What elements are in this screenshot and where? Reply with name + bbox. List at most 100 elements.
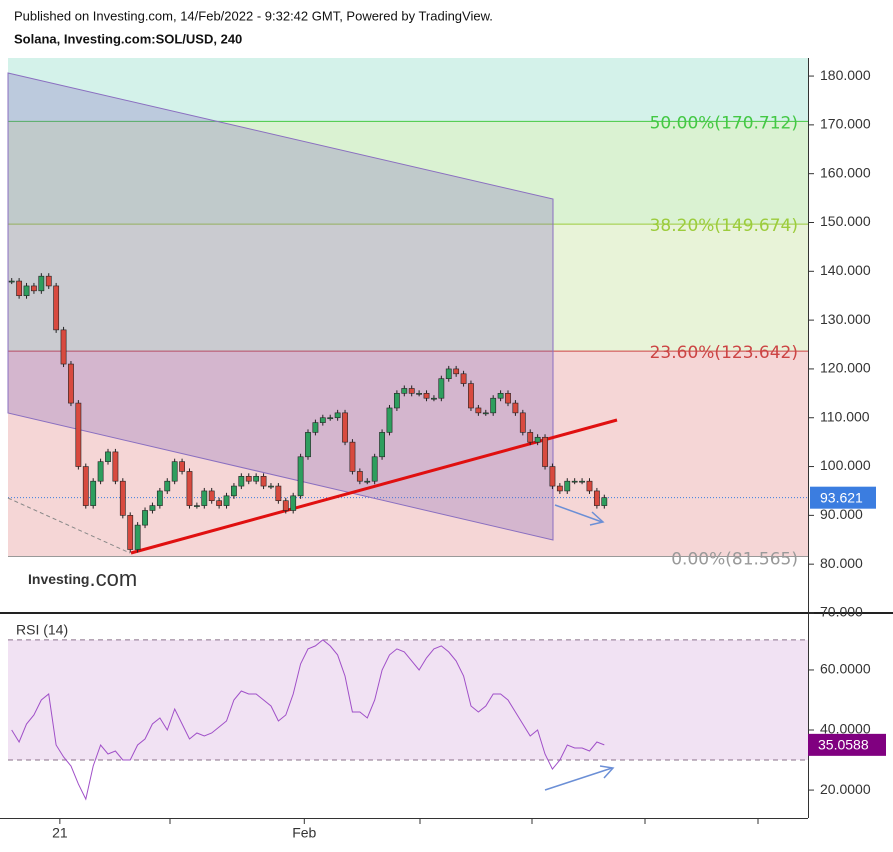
y-tick-label: 70.000 [820, 604, 863, 620]
axes: 0.00%(81.565) 23.60%(123.642) 38.20%(149.6… [52, 67, 886, 841]
candle [112, 451, 119, 482]
y-tick-label: 150.000 [820, 213, 871, 229]
candle [601, 497, 608, 506]
candle [334, 412, 341, 419]
candles [8, 273, 608, 553]
candle [416, 393, 423, 395]
candle [245, 476, 252, 482]
candle [386, 407, 393, 433]
candle [68, 363, 74, 404]
candle [408, 388, 415, 394]
candle [519, 412, 526, 433]
candle [371, 456, 378, 482]
y-tick-label: 100.000 [820, 457, 871, 473]
candle [512, 402, 519, 414]
candle [179, 461, 185, 472]
candle [75, 402, 82, 467]
candle [142, 510, 148, 526]
candle [171, 461, 178, 482]
candle [193, 505, 200, 507]
candle [475, 407, 482, 414]
candle [356, 471, 363, 482]
candle [268, 485, 274, 488]
candle [201, 490, 208, 506]
fib-zone [8, 224, 808, 352]
candle [460, 373, 467, 384]
logo: Investing.com [28, 566, 137, 591]
dashed-line [7, 497, 131, 554]
candle [53, 285, 60, 331]
arrow [544, 504, 615, 791]
candle [586, 480, 593, 492]
channel [7, 72, 554, 541]
candle [542, 436, 548, 467]
rsi-title: RSI (14) [16, 622, 68, 638]
candle [571, 480, 578, 483]
y-tick-label: 180.000 [820, 67, 871, 83]
candle [105, 451, 111, 462]
candle [379, 432, 385, 458]
candle [127, 515, 134, 550]
candle [149, 505, 156, 511]
candle [156, 490, 163, 506]
candle [401, 388, 408, 394]
candle [327, 417, 334, 420]
candle [445, 368, 452, 379]
candle [593, 490, 600, 506]
candle [290, 495, 297, 511]
y-tick-label: 20.0000 [820, 781, 871, 797]
candle [364, 480, 371, 483]
y-tick-label: 140.000 [820, 262, 871, 278]
price-panel [8, 120, 808, 558]
candle [490, 397, 497, 414]
candle [468, 383, 474, 409]
y-tick-label: 60.0000 [820, 661, 871, 677]
y-tick-label: 130.000 [820, 311, 871, 327]
candle [423, 393, 430, 399]
candle [297, 456, 304, 497]
candle [238, 476, 245, 487]
candle [282, 500, 289, 511]
fib-label: 38.20%(149.674) [650, 216, 798, 236]
candle [275, 485, 282, 502]
fib-zone [8, 121, 808, 225]
last-price-label: 93.621 [820, 489, 863, 505]
candle [223, 495, 230, 506]
candle [216, 500, 223, 506]
candle [305, 432, 311, 458]
candle [164, 480, 171, 492]
candle [16, 280, 23, 297]
candle [119, 480, 126, 516]
published-note: Published on Investing.com, 14/Feb/2022 … [14, 8, 493, 23]
x-tick [169, 818, 759, 824]
candle [231, 485, 237, 497]
candle [556, 485, 563, 492]
candle [534, 436, 541, 443]
candle [82, 466, 89, 506]
candle [38, 275, 45, 292]
rsi-band [8, 639, 808, 761]
y-tick-label: 80.000 [820, 555, 863, 571]
last-rsi-label: 35.0588 [818, 737, 869, 753]
candle [497, 393, 504, 399]
candle [431, 397, 437, 400]
rsi-panel: RSI (14) [8, 622, 808, 801]
fib-zone [8, 58, 808, 122]
y-tick-label: 110.000 [820, 408, 870, 424]
candle [482, 412, 489, 415]
candle [253, 476, 260, 482]
candle [90, 480, 97, 506]
symbol-title: Solana, Investing.com:SOL/USD, 240 [14, 31, 242, 46]
fib-label: 23.60%(123.642) [650, 343, 798, 363]
y-tick-label: 40.0000 [820, 721, 871, 737]
candle [453, 368, 460, 375]
candle [97, 461, 104, 482]
candle [349, 441, 356, 472]
y-tick-label: 170.000 [820, 116, 871, 132]
y-tick-label: 90.000 [820, 506, 863, 522]
fib-label: 50.00%(170.712) [650, 113, 798, 133]
candle [260, 476, 267, 487]
fib-label: 0.00%(81.565) [671, 550, 798, 570]
candle [186, 471, 193, 506]
